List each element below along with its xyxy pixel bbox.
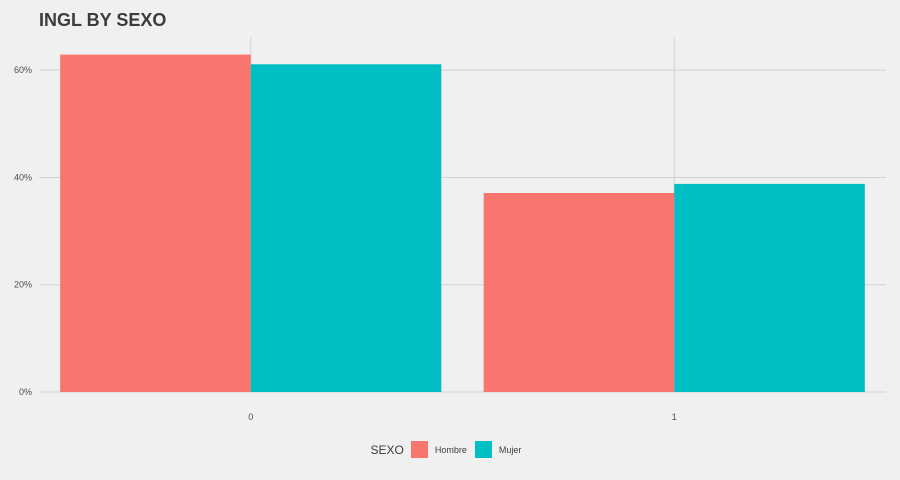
- legend-label-hombre: Hombre: [434, 444, 467, 455]
- bar-mujer-1: [674, 183, 865, 392]
- y-tick-label: 60%: [14, 65, 32, 75]
- legend-swatch-hombre: [410, 441, 428, 458]
- x-tick-label: 1: [672, 412, 677, 422]
- y-tick-label: 40%: [14, 172, 32, 182]
- legend-item-hombre: Hombre: [410, 441, 467, 458]
- x-tick-label: 0: [248, 412, 253, 422]
- legend-label-mujer: Mujer: [498, 444, 522, 455]
- y-tick-label: 0%: [19, 387, 32, 397]
- bar-mujer-0: [250, 64, 442, 393]
- bar-hombre-1: [483, 193, 675, 392]
- legend: SEXO Hombre Mujer: [0, 441, 900, 458]
- bar-hombre-0: [60, 54, 251, 393]
- y-tick-label: 20%: [14, 280, 32, 290]
- legend-swatch-mujer: [474, 441, 492, 458]
- legend-title: SEXO: [370, 442, 404, 457]
- chart-title: INGL BY SEXO: [39, 10, 167, 30]
- legend-item-mujer: Mujer: [474, 441, 522, 458]
